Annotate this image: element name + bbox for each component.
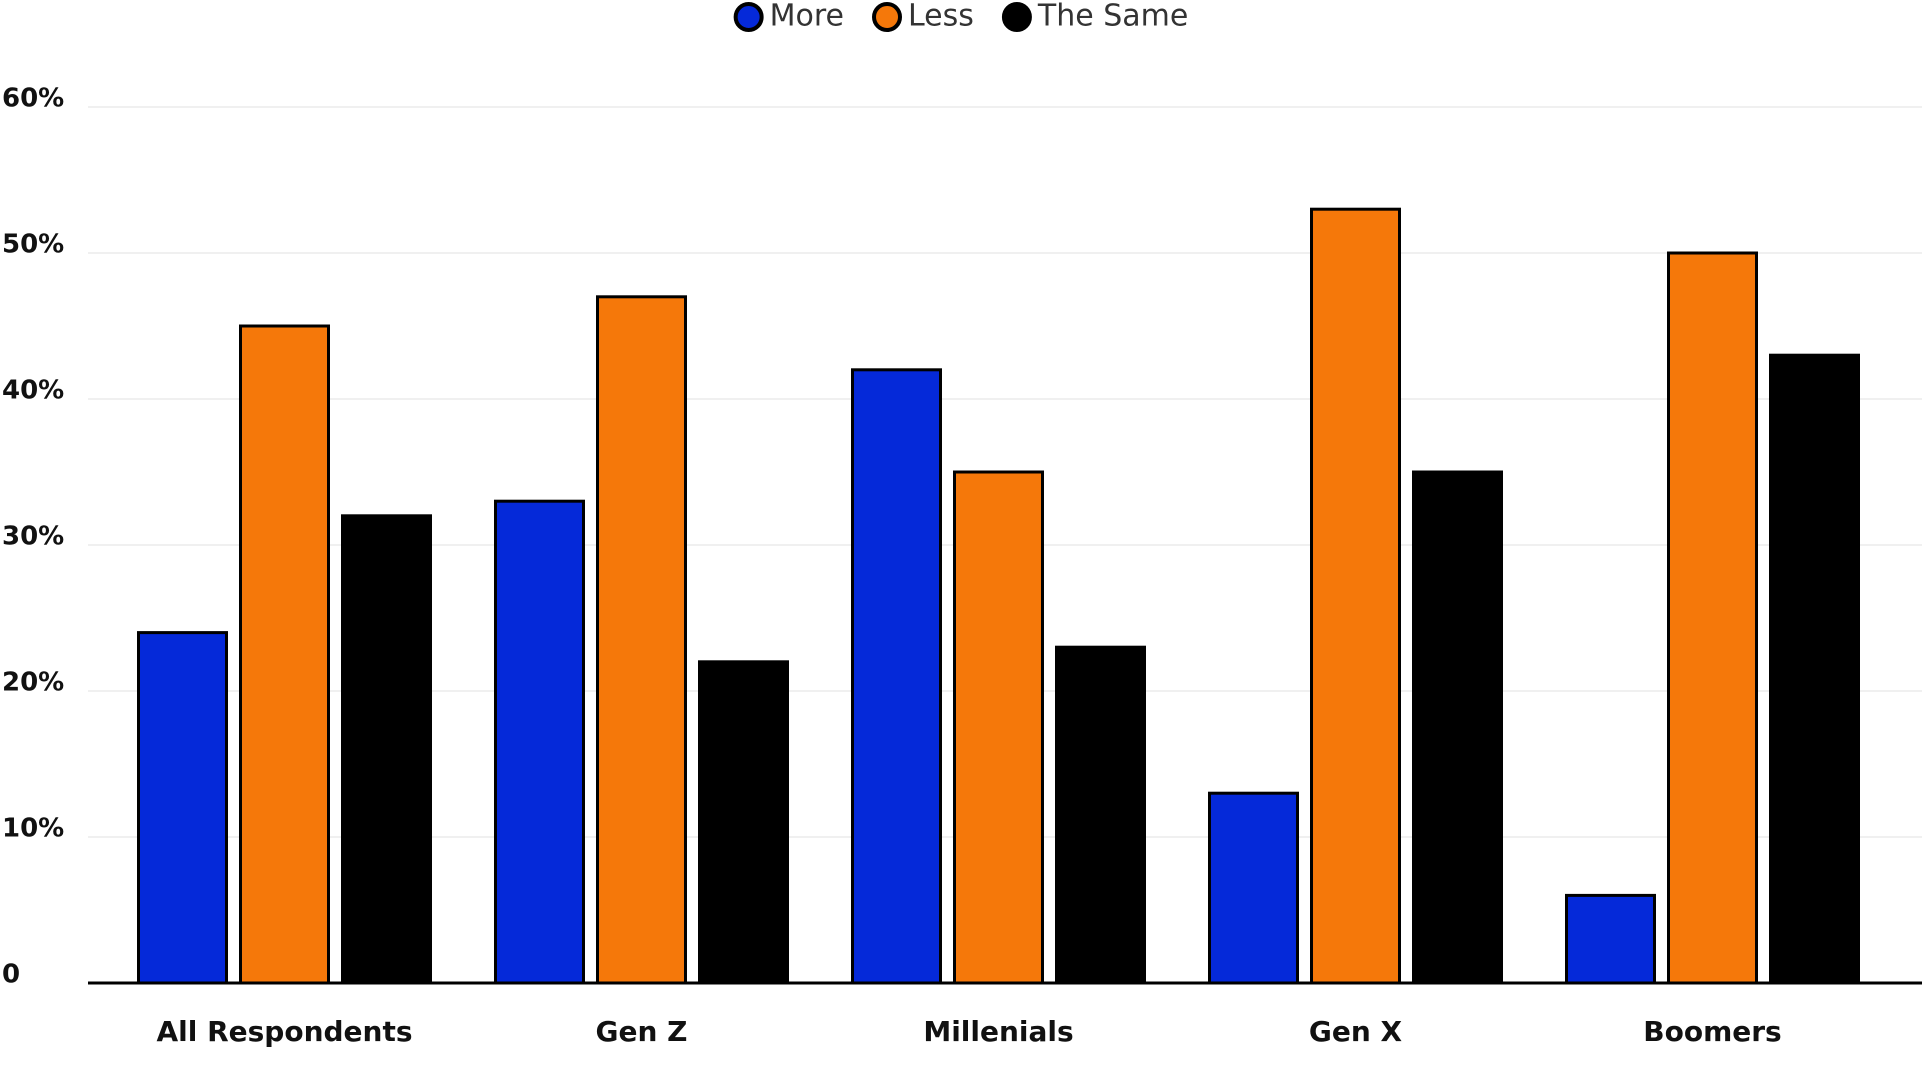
legend-marker <box>872 2 903 32</box>
y-tick-label: 10% <box>2 814 64 844</box>
x-tick-label: Gen Z <box>596 1015 688 1048</box>
bar <box>494 499 585 985</box>
legend-label: The Same <box>1037 0 1188 34</box>
bar <box>1055 645 1146 985</box>
x-tick-label: Boomers <box>1643 1015 1781 1048</box>
bar <box>341 514 432 985</box>
bar <box>596 295 687 985</box>
y-tick-label: 40% <box>2 376 64 406</box>
bar <box>137 631 228 985</box>
bar <box>1667 251 1758 985</box>
legend-marker <box>1001 2 1032 32</box>
legend-label: Less <box>908 0 974 34</box>
legend-marker <box>733 2 764 32</box>
bar <box>953 470 1044 985</box>
y-tick-label: 50% <box>2 230 64 260</box>
bar <box>1565 893 1656 985</box>
y-tick-label: 20% <box>2 668 64 698</box>
bar <box>1412 470 1503 985</box>
bar <box>851 368 942 985</box>
bar <box>239 324 330 985</box>
x-tick-label: Millenials <box>923 1015 1073 1048</box>
x-tick-label: Gen X <box>1309 1015 1403 1048</box>
bar <box>698 660 789 985</box>
y-tick-label: 60% <box>2 84 64 114</box>
x-tick-label: All Respondents <box>156 1015 412 1048</box>
legend-label: More <box>770 0 844 34</box>
bar <box>1769 353 1860 985</box>
y-tick-label: 30% <box>2 522 64 552</box>
bar <box>1208 791 1299 985</box>
bar <box>1310 207 1401 985</box>
y-tick-label: 0 <box>2 960 20 990</box>
